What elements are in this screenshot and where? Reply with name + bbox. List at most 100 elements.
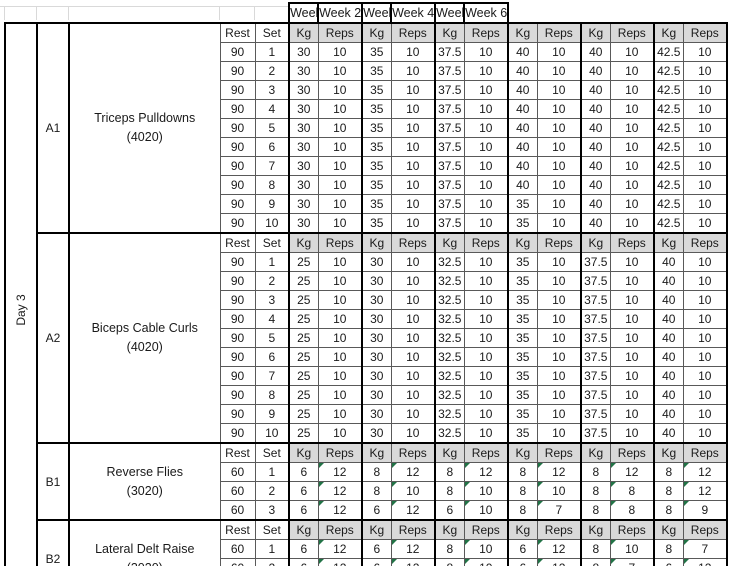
reps-cell[interactable]: 10: [536, 423, 582, 444]
reps-cell[interactable]: 10: [463, 42, 509, 62]
week-header[interactable]: Week 6: [463, 2, 510, 24]
kg-cell[interactable]: 6: [361, 558, 392, 566]
reps-header-cell[interactable]: Reps: [390, 22, 436, 43]
reps-cell[interactable]: 10: [682, 194, 729, 214]
reps-cell[interactable]: 12: [317, 500, 363, 521]
kg-cell[interactable]: 35: [361, 137, 392, 157]
kg-cell[interactable]: 40: [653, 366, 684, 386]
kg-cell[interactable]: 6: [288, 462, 319, 482]
reps-cell[interactable]: 10: [609, 347, 655, 367]
reps-cell[interactable]: 10: [609, 213, 655, 234]
reps-cell[interactable]: 10: [609, 328, 655, 348]
kg-cell[interactable]: 35: [507, 271, 538, 291]
reps-cell[interactable]: 10: [536, 175, 582, 195]
reps-cell[interactable]: 10: [609, 252, 655, 272]
kg-cell[interactable]: 40: [653, 347, 684, 367]
set-cell[interactable]: 10: [254, 423, 290, 444]
kg-cell[interactable]: 40: [580, 80, 611, 100]
kg-cell[interactable]: 35: [507, 347, 538, 367]
kg-cell[interactable]: 35: [507, 194, 538, 214]
reps-cell[interactable]: 7: [682, 539, 729, 559]
reps-cell[interactable]: 10: [609, 271, 655, 291]
set-cell[interactable]: 3: [254, 290, 290, 310]
reps-cell[interactable]: 10: [463, 252, 509, 272]
kg-cell[interactable]: 32.5: [434, 252, 465, 272]
reps-header-cell[interactable]: Reps: [317, 442, 363, 463]
exercise-name-cell[interactable]: Lateral Delt Raise (3020): [68, 519, 221, 566]
reps-cell[interactable]: 10: [463, 558, 509, 566]
reps-header-cell[interactable]: Reps: [463, 22, 509, 43]
kg-cell[interactable]: 25: [288, 385, 319, 405]
kg-cell[interactable]: 30: [361, 309, 392, 329]
kg-cell[interactable]: 35: [361, 213, 392, 234]
set-cell[interactable]: 6: [254, 137, 290, 157]
kg-cell[interactable]: 6: [361, 500, 392, 521]
kg-cell[interactable]: 6: [434, 500, 465, 521]
kg-cell[interactable]: 30: [361, 404, 392, 424]
reps-cell[interactable]: 12: [536, 539, 582, 559]
reps-cell[interactable]: 10: [390, 481, 436, 501]
kg-cell[interactable]: 40: [653, 290, 684, 310]
kg-cell[interactable]: 35: [507, 423, 538, 444]
day-label-cell[interactable]: Day 3: [4, 22, 38, 566]
reps-header-cell[interactable]: Reps: [682, 232, 729, 253]
reps-cell[interactable]: 10: [317, 118, 363, 138]
set-cell[interactable]: 5: [254, 118, 290, 138]
rest-header-cell[interactable]: Rest: [219, 519, 256, 540]
reps-cell[interactable]: 8: [609, 500, 655, 521]
reps-cell[interactable]: 10: [682, 175, 729, 195]
kg-cell[interactable]: 6: [288, 500, 319, 521]
kg-cell[interactable]: 40: [580, 118, 611, 138]
rest-header-cell[interactable]: Rest: [219, 232, 256, 253]
set-cell[interactable]: 2: [254, 61, 290, 81]
set-cell[interactable]: 10: [254, 213, 290, 234]
kg-header-cell[interactable]: Kg: [507, 232, 538, 253]
kg-cell[interactable]: 6: [653, 558, 684, 566]
reps-cell[interactable]: 10: [390, 328, 436, 348]
kg-cell[interactable]: 37.5: [580, 347, 611, 367]
reps-cell[interactable]: 12: [609, 462, 655, 482]
rest-cell[interactable]: 90: [219, 271, 256, 291]
reps-cell[interactable]: 10: [609, 118, 655, 138]
kg-cell[interactable]: 42.5: [653, 137, 684, 157]
kg-header-cell[interactable]: Kg: [434, 232, 465, 253]
set-cell[interactable]: 7: [254, 366, 290, 386]
rest-cell[interactable]: 90: [219, 118, 256, 138]
kg-cell[interactable]: 40: [580, 213, 611, 234]
reps-cell[interactable]: 10: [463, 309, 509, 329]
kg-cell[interactable]: 8: [653, 500, 684, 521]
kg-cell[interactable]: 30: [361, 271, 392, 291]
reps-cell[interactable]: 10: [317, 175, 363, 195]
exercise-code-cell[interactable]: B1: [36, 442, 70, 521]
rest-cell[interactable]: 90: [219, 290, 256, 310]
reps-cell[interactable]: 10: [390, 80, 436, 100]
week-header[interactable]: Week 1: [288, 2, 320, 24]
kg-cell[interactable]: 32.5: [434, 385, 465, 405]
kg-cell[interactable]: 40: [580, 61, 611, 81]
reps-cell[interactable]: 9: [682, 500, 729, 521]
reps-header-cell[interactable]: Reps: [682, 22, 729, 43]
kg-cell[interactable]: 40: [580, 137, 611, 157]
reps-cell[interactable]: 10: [317, 385, 363, 405]
rest-cell[interactable]: 90: [219, 309, 256, 329]
kg-cell[interactable]: 40: [653, 423, 684, 444]
rest-header-cell[interactable]: Rest: [219, 442, 256, 463]
kg-cell[interactable]: 30: [288, 175, 319, 195]
kg-header-cell[interactable]: Kg: [288, 232, 319, 253]
reps-cell[interactable]: 12: [390, 500, 436, 521]
rest-cell[interactable]: 90: [219, 366, 256, 386]
kg-cell[interactable]: 35: [361, 194, 392, 214]
reps-cell[interactable]: 10: [463, 347, 509, 367]
kg-cell[interactable]: 40: [507, 80, 538, 100]
kg-cell[interactable]: 37.5: [434, 42, 465, 62]
kg-cell[interactable]: 35: [507, 252, 538, 272]
reps-cell[interactable]: 10: [463, 99, 509, 119]
kg-cell[interactable]: 40: [580, 194, 611, 214]
kg-cell[interactable]: 37.5: [434, 194, 465, 214]
reps-cell[interactable]: 10: [682, 118, 729, 138]
kg-cell[interactable]: 40: [507, 61, 538, 81]
set-cell[interactable]: 9: [254, 404, 290, 424]
set-cell[interactable]: 1: [254, 252, 290, 272]
reps-cell[interactable]: 10: [317, 80, 363, 100]
kg-cell[interactable]: 25: [288, 271, 319, 291]
